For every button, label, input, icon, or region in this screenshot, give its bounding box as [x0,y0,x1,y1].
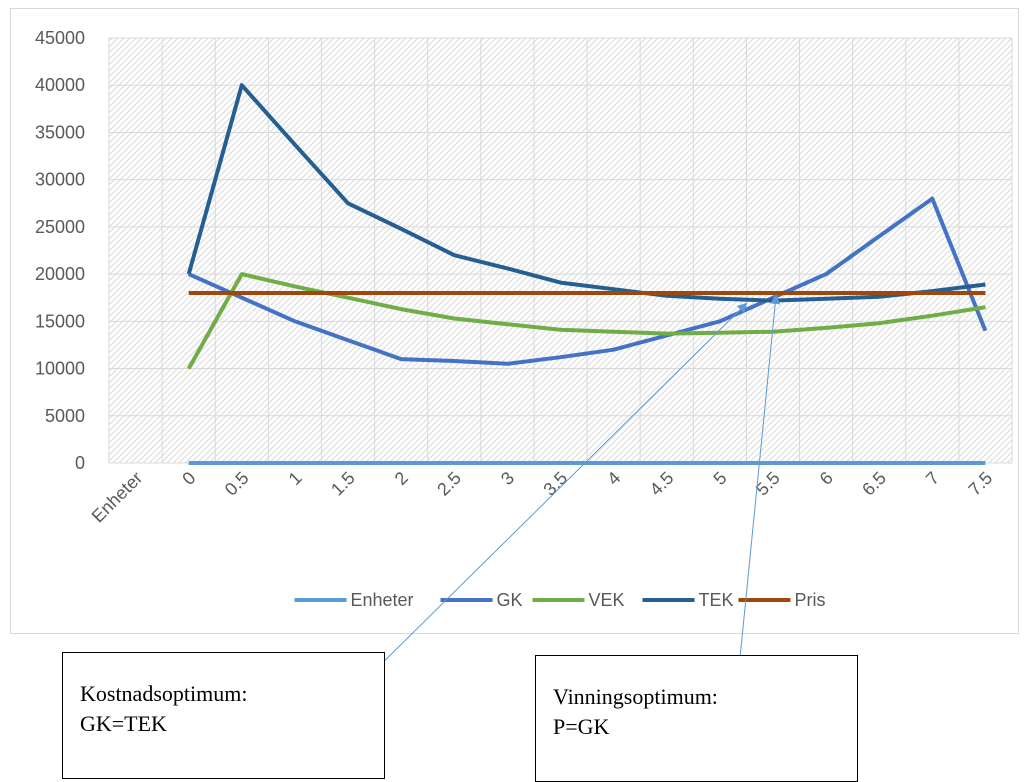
profit-optimum-title: Vinningsoptimum: [553,684,718,709]
series-line-gk [187,196,988,366]
callout-arrows [356,294,781,689]
x-tick-label: 5 [709,468,730,489]
x-tick-label: 3 [497,468,518,489]
y-tick-label: 10000 [35,359,85,379]
y-tick-label: 15000 [35,311,85,331]
y-tick-label: 25000 [35,217,85,237]
y-tick-label: 40000 [35,75,85,95]
legend-label: Enheter [351,590,414,610]
profit-optimum-callout: Vinningsoptimum: P=GK [535,655,858,782]
y-tick-label: 30000 [35,170,85,190]
x-tick-label: 2.5 [433,468,465,500]
x-tick-label: 7 [922,468,943,489]
legend-label: GK [497,590,523,610]
gridlines [108,37,1013,464]
y-tick-label: 35000 [35,122,85,142]
cost-optimum-arrow [356,302,748,689]
profit-optimum-formula: P=GK [553,714,610,739]
x-tick-label: 0 [178,468,199,489]
y-axis: 0 5000 10000 15000 20000 25000 30000 35000 40000… [35,28,85,473]
x-axis: Enheter 0 0.5 1 1.5 2 2.5 3 3.5 4 4.5 5 5.5 6 6.5 7 7.5 [88,468,997,527]
legend-label: VEK [589,590,625,610]
x-tick-label: 1.5 [327,468,359,500]
series-lines [186,83,988,465]
legend-label: Pris [795,590,826,610]
x-tick-label: 0.5 [221,468,253,500]
cost-optimum-formula: GK=TEK [80,711,167,736]
x-tick-label: 2 [391,468,412,489]
cost-optimum-title: Kostnadsoptimum: [80,681,248,706]
x-tick-label: 6.5 [858,468,890,500]
series-line-tek [186,83,986,303]
x-tick-label: 4.5 [646,468,678,500]
x-tick-label: 4 [603,468,624,489]
legend: Enheter GK VEK TEK Pris [294,590,826,610]
y-tick-label: 5000 [45,406,85,426]
x-tick-label: 3.5 [539,468,571,500]
cost-optimum-callout: Kostnadsoptimum: GK=TEK [62,652,385,779]
y-tick-label: 20000 [35,264,85,284]
x-tick-label: 1 [285,468,306,489]
y-tick-label: 45000 [35,28,85,48]
plot-area [109,38,1012,463]
x-tick-label: Enheter [88,468,147,527]
y-tick-label: 0 [75,453,85,473]
profit-optimum-arrow [739,294,781,659]
x-tick-label: 7.5 [964,468,996,500]
x-tick-label: 6 [816,468,837,489]
legend-label: TEK [699,590,734,610]
